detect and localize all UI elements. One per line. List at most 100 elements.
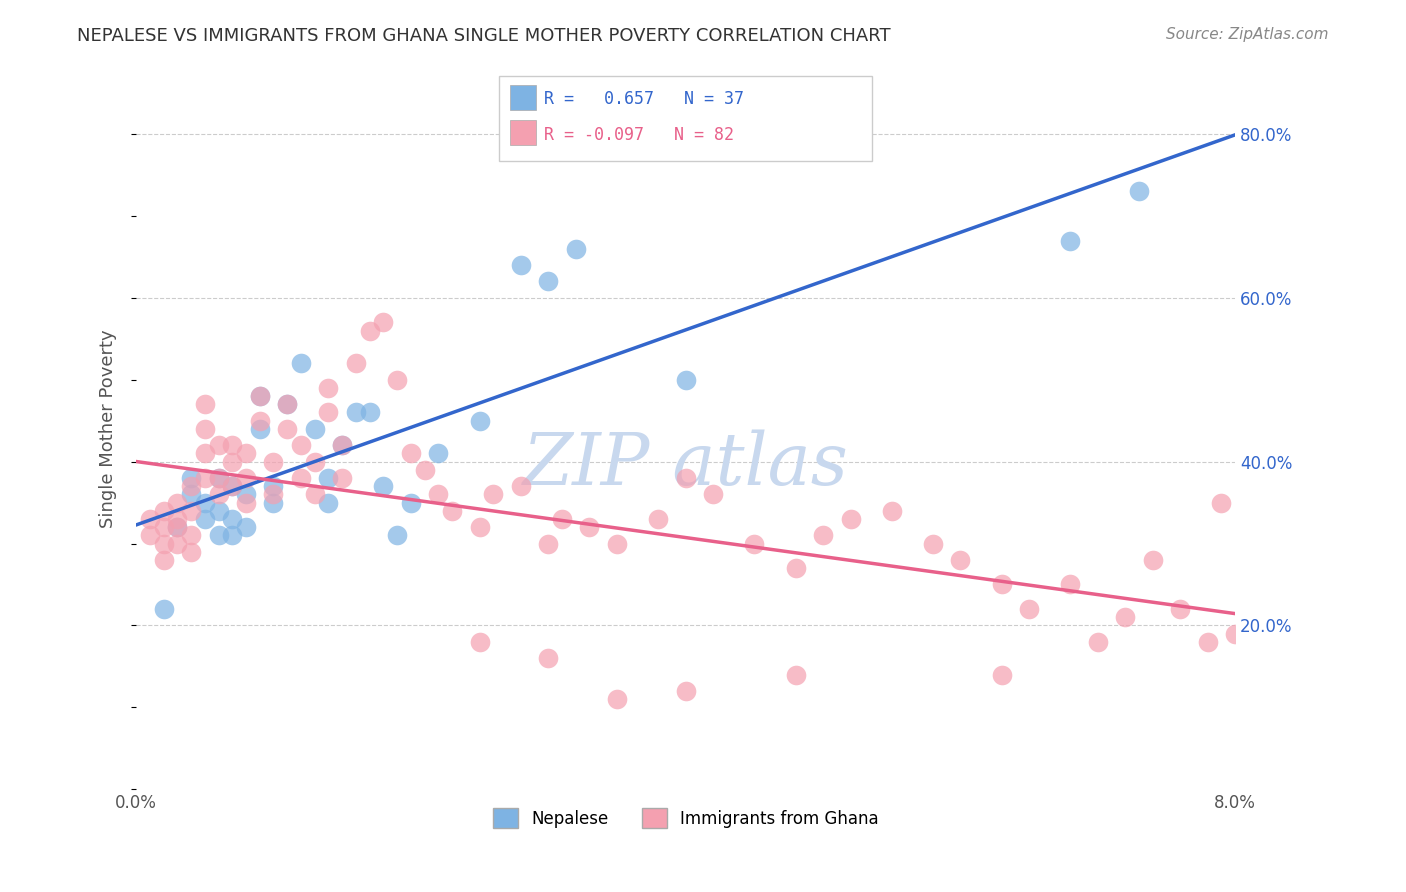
Point	[1168, 602, 1191, 616]
Point	[675, 471, 697, 485]
Point	[180, 528, 202, 542]
Point	[276, 397, 298, 411]
Legend: Nepalese, Immigrants from Ghana: Nepalese, Immigrants from Ghana	[486, 801, 886, 835]
Point	[1114, 610, 1136, 624]
Point	[675, 684, 697, 698]
Point	[194, 446, 217, 460]
Point	[344, 356, 367, 370]
Point	[263, 479, 285, 493]
Point	[221, 455, 243, 469]
Point	[235, 520, 257, 534]
Point	[1018, 602, 1040, 616]
Point	[221, 528, 243, 542]
Point	[180, 471, 202, 485]
Point	[922, 536, 945, 550]
Point	[166, 495, 188, 509]
Point	[1197, 635, 1219, 649]
Point	[606, 536, 628, 550]
Point	[180, 479, 202, 493]
Point	[399, 446, 422, 460]
Point	[385, 373, 408, 387]
Point	[373, 479, 395, 493]
Point	[166, 512, 188, 526]
Point	[1059, 577, 1081, 591]
Point	[373, 315, 395, 329]
Text: Source: ZipAtlas.com: Source: ZipAtlas.com	[1166, 27, 1329, 42]
Point	[249, 389, 271, 403]
Point	[318, 405, 340, 419]
Point	[207, 471, 229, 485]
Point	[235, 495, 257, 509]
Point	[276, 397, 298, 411]
Point	[152, 536, 174, 550]
Point	[194, 471, 217, 485]
Point	[221, 438, 243, 452]
Point	[207, 487, 229, 501]
Point	[290, 438, 312, 452]
Point	[359, 405, 381, 419]
Point	[318, 471, 340, 485]
Point	[180, 504, 202, 518]
Point	[249, 414, 271, 428]
Point	[180, 487, 202, 501]
Point	[152, 602, 174, 616]
Point	[1128, 185, 1150, 199]
Point	[468, 414, 491, 428]
Point	[1059, 234, 1081, 248]
Text: ZIP atlas: ZIP atlas	[523, 430, 849, 500]
Point	[263, 495, 285, 509]
Point	[537, 275, 560, 289]
Point	[785, 667, 807, 681]
Point	[290, 471, 312, 485]
Point	[811, 528, 834, 542]
Point	[1225, 626, 1247, 640]
Point	[330, 438, 353, 452]
Text: R =   0.657   N = 37: R = 0.657 N = 37	[544, 90, 744, 108]
Point	[839, 512, 862, 526]
Point	[221, 479, 243, 493]
Y-axis label: Single Mother Poverty: Single Mother Poverty	[100, 329, 117, 528]
Point	[551, 512, 574, 526]
Point	[344, 405, 367, 419]
Point	[578, 520, 600, 534]
Point	[537, 536, 560, 550]
Point	[207, 504, 229, 518]
Point	[304, 455, 326, 469]
Point	[180, 545, 202, 559]
Point	[606, 692, 628, 706]
Point	[221, 512, 243, 526]
Point	[564, 242, 586, 256]
Point	[152, 520, 174, 534]
Point	[785, 561, 807, 575]
Point	[194, 422, 217, 436]
Point	[304, 487, 326, 501]
Point	[330, 438, 353, 452]
Point	[263, 455, 285, 469]
Point	[399, 495, 422, 509]
Point	[1087, 635, 1109, 649]
Point	[744, 536, 766, 550]
Text: NEPALESE VS IMMIGRANTS FROM GHANA SINGLE MOTHER POVERTY CORRELATION CHART: NEPALESE VS IMMIGRANTS FROM GHANA SINGLE…	[77, 27, 891, 45]
Text: R = -0.097   N = 82: R = -0.097 N = 82	[544, 126, 734, 144]
Point	[249, 422, 271, 436]
Point	[509, 479, 531, 493]
Point	[207, 471, 229, 485]
Point	[359, 324, 381, 338]
Point	[427, 487, 450, 501]
Point	[413, 463, 436, 477]
Point	[249, 389, 271, 403]
Point	[194, 495, 217, 509]
Point	[647, 512, 669, 526]
Point	[385, 528, 408, 542]
Point	[290, 356, 312, 370]
Point	[1211, 495, 1233, 509]
Point	[139, 512, 162, 526]
Point	[194, 397, 217, 411]
Point	[880, 504, 903, 518]
Point	[318, 495, 340, 509]
Point	[675, 373, 697, 387]
Point	[235, 487, 257, 501]
Point	[427, 446, 450, 460]
Point	[702, 487, 724, 501]
Point	[482, 487, 505, 501]
